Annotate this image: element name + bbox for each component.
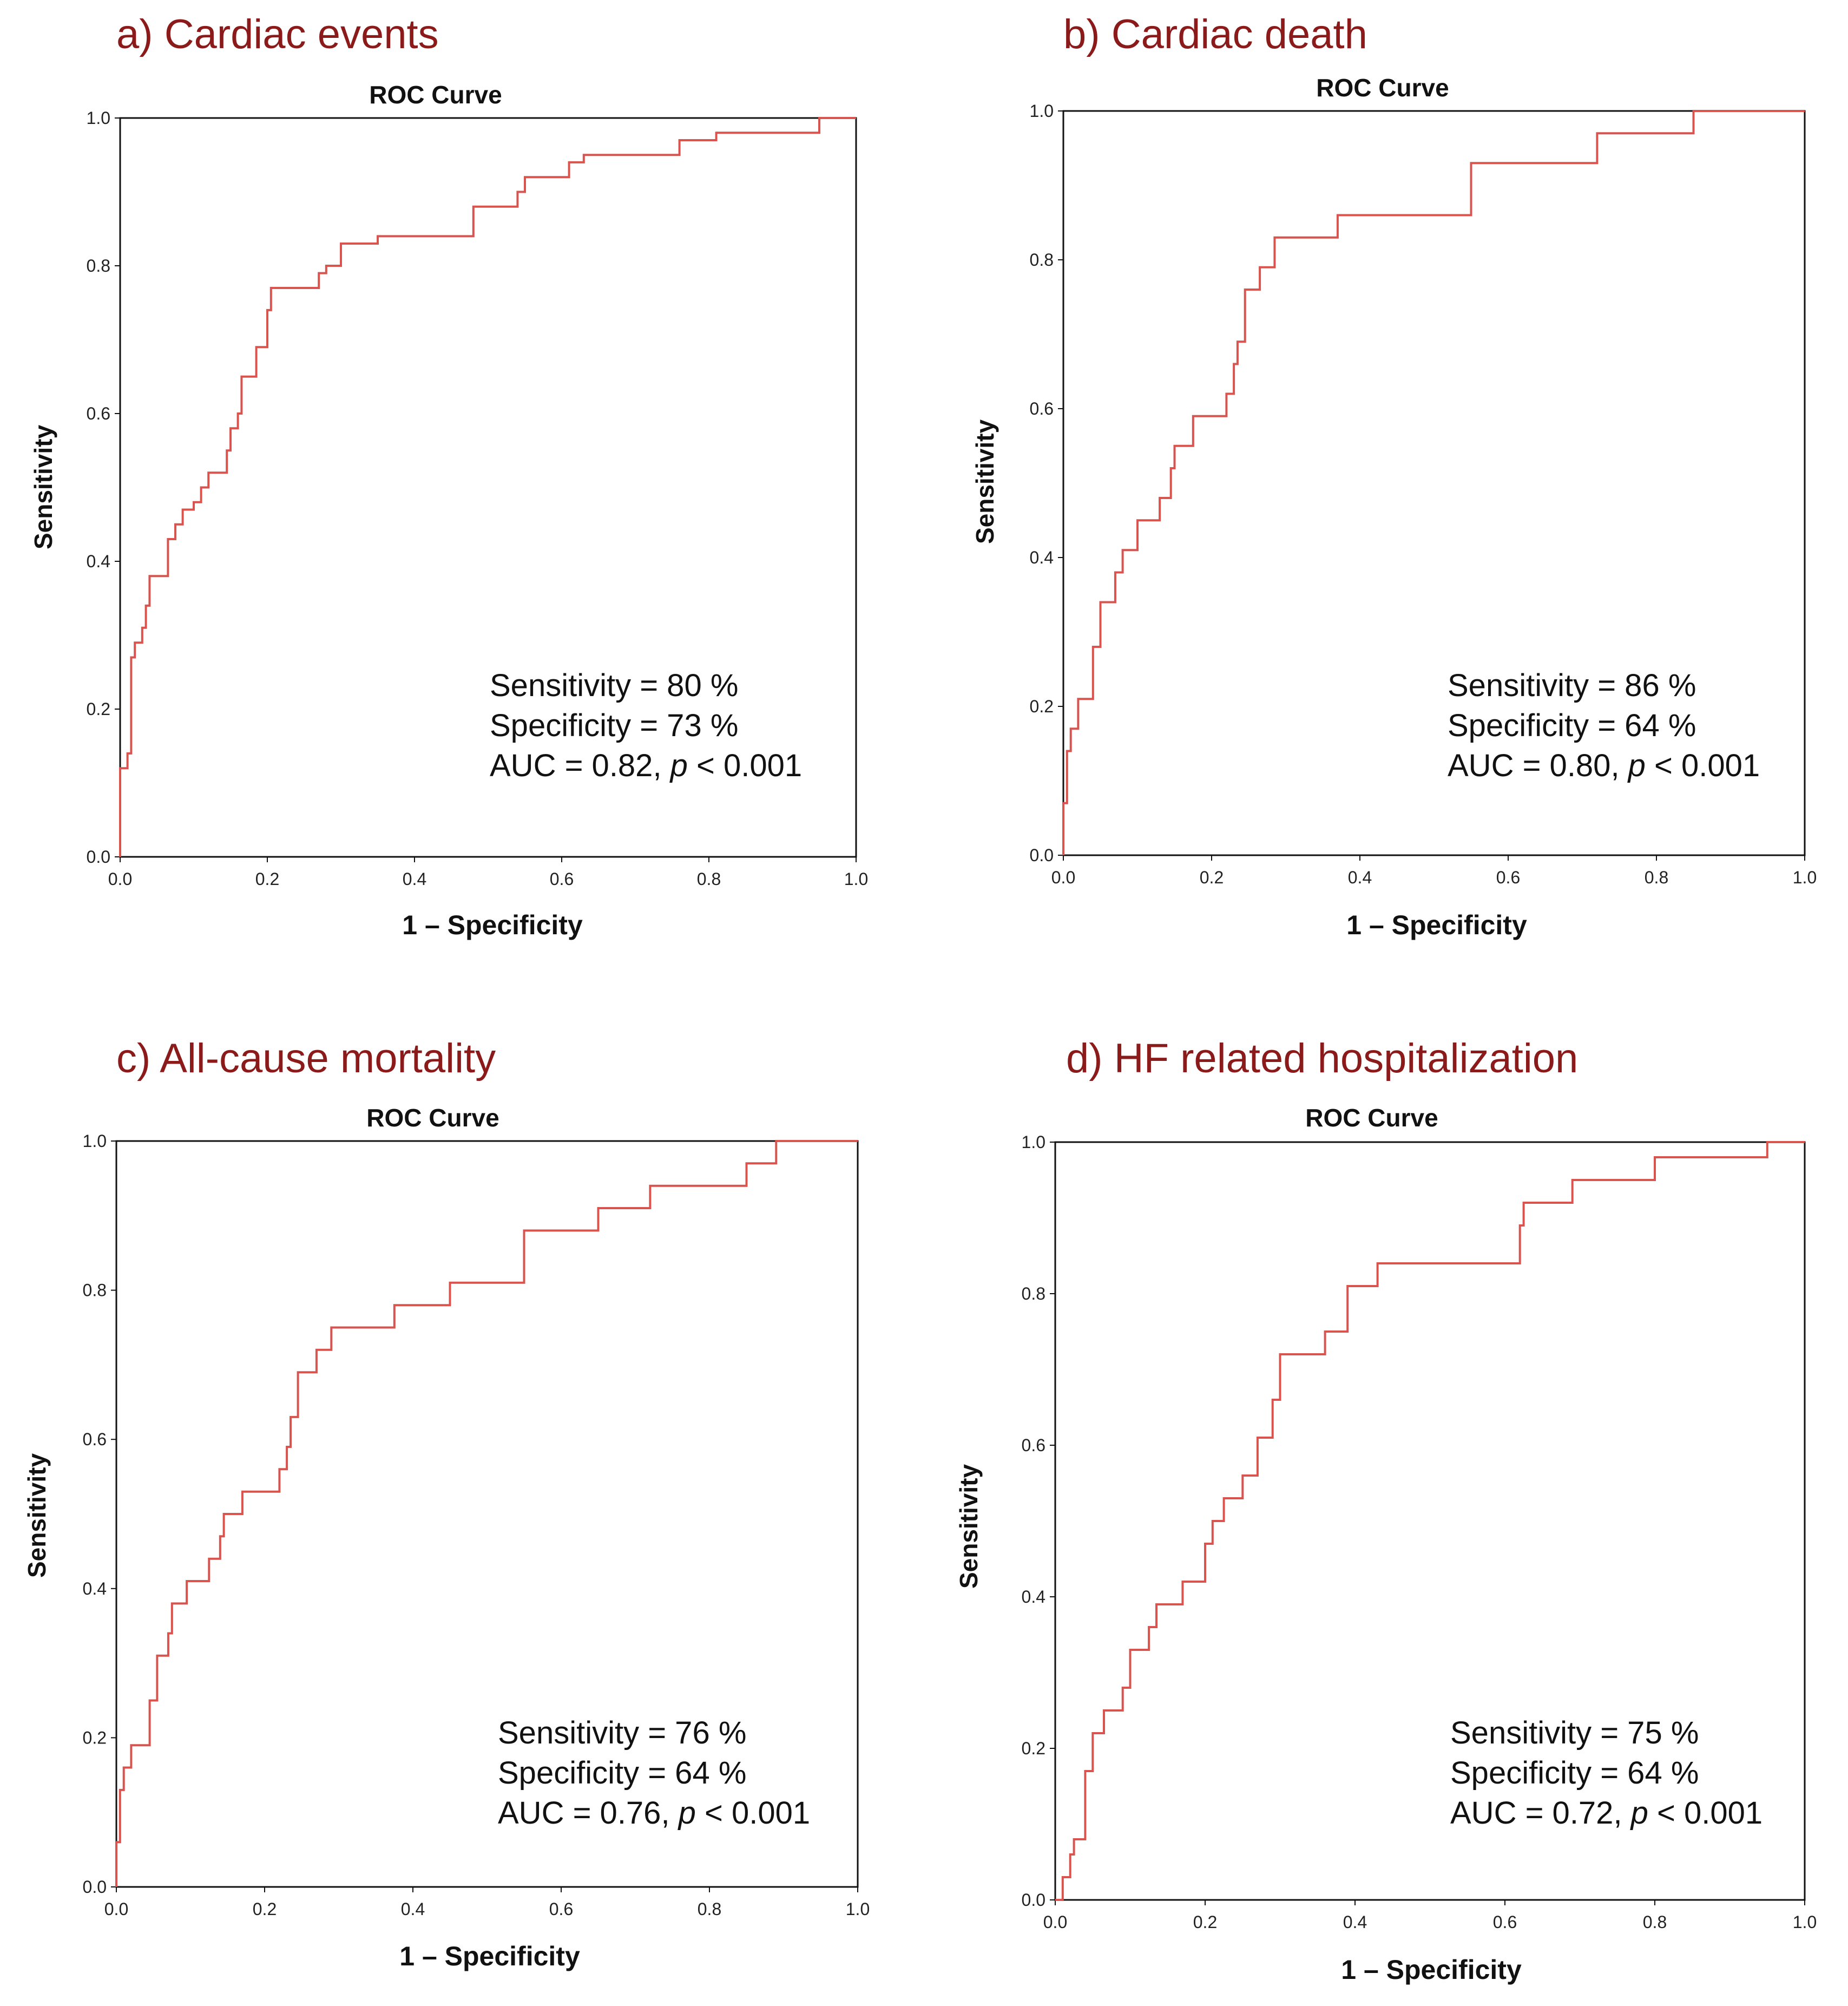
x-axis-label: 1 – Specificity [402, 910, 583, 940]
panel-title: d) HF related hospitalization [1066, 1035, 1579, 1081]
y-tick-label: 0.4 [1030, 548, 1054, 567]
x-tick-label: 0.0 [1051, 868, 1075, 887]
y-tick-label: 0.8 [87, 256, 110, 276]
x-tick-label: 0.6 [1493, 1912, 1517, 1932]
auc-text: AUC = 0.80, p < 0.001 [1448, 748, 1760, 783]
y-tick-label: 0.8 [1022, 1284, 1045, 1303]
x-tick-label: 0.8 [1645, 868, 1668, 887]
y-tick-label: 0.4 [87, 552, 110, 571]
stats-annotation: Sensitivity = 80 % Specificity = 73 % AU… [490, 666, 802, 786]
panel-title: c) All-cause mortality [116, 1035, 496, 1081]
x-axis-label: 1 – Specificity [399, 1941, 580, 1971]
x-tick-label: 0.6 [549, 1899, 573, 1919]
y-tick-label: 0.0 [1030, 845, 1054, 865]
auc-text: AUC = 0.76, p < 0.001 [498, 1795, 811, 1831]
specificity-text: Specificity = 64 % [1450, 1755, 1699, 1791]
x-tick-label: 0.8 [1643, 1912, 1667, 1932]
stats-annotation: Sensitivity = 75 % Specificity = 64 % AU… [1450, 1713, 1762, 1833]
y-tick-label: 0.6 [83, 1430, 107, 1449]
x-tick-label: 0.2 [253, 1899, 277, 1919]
roc-curve-line [1062, 110, 1805, 855]
x-tick-label: 0.0 [1043, 1912, 1067, 1932]
plot-frame [1054, 1141, 1806, 1901]
auc-text: AUC = 0.82, p < 0.001 [490, 748, 803, 783]
stats-annotation: Sensitivity = 86 % Specificity = 64 % AU… [1448, 666, 1760, 786]
y-tick-label: 1.0 [1030, 101, 1054, 121]
x-axis-label: 1 – Specificity [1346, 910, 1527, 940]
sensitivity-text: Sensitivity = 80 % [490, 668, 739, 703]
y-tick-label: 0.0 [1022, 1890, 1045, 1910]
sensitivity-text: Sensitivity = 75 % [1450, 1715, 1699, 1751]
x-tick-label: 0.2 [1200, 868, 1224, 887]
x-tick-label: 0.0 [104, 1899, 128, 1919]
sensitivity-text: Sensitivity = 76 % [498, 1715, 747, 1751]
y-tick-label: 0.6 [1022, 1435, 1045, 1455]
x-tick-label: 1.0 [844, 869, 868, 889]
roc-curve-line [1055, 1141, 1805, 1901]
x-tick-label: 0.2 [255, 869, 279, 889]
y-tick-label: 0.2 [1022, 1739, 1045, 1758]
x-tick-label: 0.4 [401, 1899, 425, 1919]
y-tick-label: 0.0 [83, 1877, 107, 1897]
y-tick-label: 0.8 [1030, 250, 1054, 270]
x-tick-label: 0.4 [403, 869, 426, 889]
y-tick-label: 0.2 [1030, 697, 1054, 716]
specificity-text: Specificity = 64 % [498, 1755, 747, 1791]
panel-title: a) Cardiac events [116, 11, 439, 57]
y-tick-label: 0.4 [1022, 1587, 1045, 1607]
plot-frame [1062, 110, 1806, 856]
y-tick-label: 0.6 [87, 404, 110, 423]
y-tick-label: 1.0 [83, 1131, 107, 1151]
x-tick-label: 0.0 [108, 869, 132, 889]
x-tick-label: 0.6 [550, 869, 574, 889]
chart-title: ROC Curve [366, 1104, 499, 1132]
chart-title: ROC Curve [1305, 1104, 1438, 1132]
y-tick-label: 0.6 [1030, 399, 1054, 418]
roc-curve-line [119, 117, 856, 857]
x-tick-label: 0.8 [698, 1899, 721, 1919]
x-tick-label: 0.2 [1193, 1912, 1217, 1932]
chart-title: ROC Curve [369, 81, 502, 109]
roc-curve-line [115, 1140, 858, 1887]
x-axis-label: 1 – Specificity [1341, 1955, 1522, 1985]
y-tick-label: 0.4 [83, 1579, 107, 1598]
x-tick-label: 1.0 [846, 1899, 870, 1919]
y-tick-label: 0.2 [83, 1728, 107, 1747]
y-tick-label: 0.8 [83, 1281, 107, 1300]
y-tick-label: 0.2 [87, 699, 110, 719]
x-tick-label: 0.4 [1343, 1912, 1367, 1932]
y-tick-label: 1.0 [1022, 1132, 1045, 1152]
plot-frame [115, 1140, 859, 1888]
x-tick-label: 1.0 [1793, 1912, 1817, 1932]
auc-text: AUC = 0.72, p < 0.001 [1450, 1795, 1763, 1831]
x-tick-label: 0.4 [1348, 868, 1372, 887]
specificity-text: Specificity = 73 % [490, 708, 739, 743]
specificity-text: Specificity = 64 % [1448, 708, 1696, 743]
x-tick-label: 0.6 [1496, 868, 1520, 887]
y-tick-label: 0.0 [87, 847, 110, 867]
plot-frame [119, 117, 857, 858]
panel-title: b) Cardiac death [1063, 11, 1367, 57]
sensitivity-text: Sensitivity = 86 % [1448, 668, 1696, 703]
x-tick-label: 0.8 [697, 869, 721, 889]
x-tick-label: 1.0 [1793, 868, 1817, 887]
stats-annotation: Sensitivity = 76 % Specificity = 64 % AU… [498, 1713, 810, 1833]
y-tick-label: 1.0 [87, 108, 110, 128]
chart-title: ROC Curve [1316, 74, 1449, 102]
